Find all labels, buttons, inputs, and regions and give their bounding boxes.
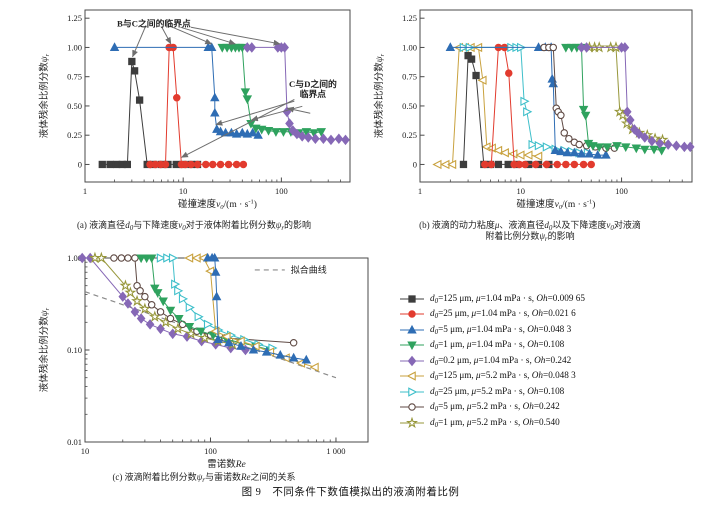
legend-entry-s4: d0=1 μm, μ=1.04 mPa · s, Oh=0.108 — [399, 338, 699, 354]
legend-marker-tri-left-icon — [400, 371, 424, 381]
chart-b-plot: 1 10 100 0 0.25 0.50 0.75 1.00 1.25 碰撞速度v0/(m · s… — [373, 9, 695, 211]
legend-entry-s9: d0=1 μm, μ=5.2 mPa · s, Oh=0.540 — [399, 415, 699, 431]
legend-entry-s2: d0=25 μm, μ=1.04 mPa · s, Oh=0.021 6 — [399, 307, 699, 323]
svg-text:0.75: 0.75 — [67, 72, 82, 82]
legend-entry-s5: d0=0.2 μm, μ=1.04 mPa · s, Oh=0.242 — [399, 353, 699, 369]
legend-entry-s8: d0=5 μm, μ=5.2 mPa · s, Oh=0.242 — [399, 400, 699, 416]
svg-text:0.01: 0.01 — [67, 437, 82, 447]
svg-text:1.25: 1.25 — [402, 13, 417, 23]
svg-text:1: 1 — [83, 186, 87, 196]
svg-text:0.25: 0.25 — [402, 130, 417, 140]
svg-text:100: 100 — [275, 186, 288, 196]
legend-label: d0=25 μm, μ=5.2 mPa · s, Oh=0.108 — [430, 385, 565, 398]
figure-caption: 图 9 不同条件下数值模拟出的液滴附着比例 — [241, 487, 460, 498]
svg-text:碰撞速度v0/(m · s-1): 碰撞速度v0/(m · s-1) — [517, 198, 596, 211]
svg-text:10: 10 — [517, 186, 526, 196]
svg-text:拟合曲线: 拟合曲线 — [291, 264, 327, 275]
legend-marker-tri-down-icon — [400, 341, 424, 351]
svg-text:0.50: 0.50 — [402, 101, 417, 111]
legend-marker-diamond-icon — [400, 355, 424, 367]
svg-text:0: 0 — [413, 159, 417, 169]
svg-text:液体残余比例分数ψr: 液体残余比例分数ψr — [38, 307, 51, 392]
legend-entry-s6: d0=125 μm, μ=5.2 mPa · s, Oh=0.048 3 — [399, 369, 699, 385]
legend-marker-tri-right-icon — [400, 387, 424, 397]
svg-text:C与D之间的临界点: C与D之间的临界点 — [289, 78, 337, 99]
svg-text:10: 10 — [81, 446, 90, 456]
svg-text:1.00: 1.00 — [67, 42, 82, 52]
svg-text:1 000: 1 000 — [326, 446, 345, 456]
chart-a-caption: (a) 液滴直径d0与下降速度v0对于液体附着比例分数ψr的影响 — [76, 220, 312, 232]
svg-text:液体残余比例分数ψr: 液体残余比例分数ψr — [38, 53, 51, 138]
legend-marker-circle-icon — [400, 403, 424, 412]
chart-b-caption-line2: 附着比例分数ψr的影响 — [485, 231, 575, 243]
svg-text:液体残余比例分数ψr: 液体残余比例分数ψr — [373, 53, 386, 138]
svg-text:10: 10 — [179, 186, 188, 196]
svg-text:B与C之间的临界点: B与C之间的临界点 — [117, 18, 191, 29]
legend-entry-s1: d0=125 μm, μ=1.04 mPa · s, Oh=0.009 65 — [399, 291, 699, 307]
legend-label: d0=5 μm, μ=1.04 mPa · s, Oh=0.048 3 — [430, 323, 572, 336]
svg-text:0.75: 0.75 — [402, 72, 417, 82]
legend-marker-tri-up-icon — [400, 324, 424, 334]
series-legend: d0=125 μm, μ=1.04 mPa · s, Oh=0.009 65 d0… — [399, 291, 699, 431]
legend-entry-s7: d0=25 μm, μ=5.2 mPa · s, Oh=0.108 — [399, 384, 699, 400]
svg-text:1.00: 1.00 — [67, 253, 82, 263]
legend-marker-star-icon — [400, 416, 424, 428]
legend-label: d0=1 μm, μ=1.04 mPa · s, Oh=0.108 — [430, 339, 565, 352]
svg-text:雷诺数Re: 雷诺数Re — [207, 458, 246, 470]
svg-text:0.25: 0.25 — [67, 130, 82, 140]
svg-text:100: 100 — [204, 446, 217, 456]
svg-text:0.10: 0.10 — [67, 345, 82, 355]
svg-text:1.25: 1.25 — [67, 13, 82, 23]
legend-label: d0=125 μm, μ=1.04 mPa · s, Oh=0.009 65 — [430, 292, 585, 305]
chart-c-plot: 10 100 1 000 0.01 0.10 1.00 雷诺数Re 液体残余比例分数ψr 拟合曲… — [38, 251, 369, 470]
legend-label: d0=5 μm, μ=5.2 mPa · s, Oh=0.242 — [430, 401, 560, 414]
legend-entry-s3: d0=5 μm, μ=1.04 mPa · s, Oh=0.048 3 — [399, 322, 699, 338]
legend-label: d0=125 μm, μ=5.2 mPa · s, Oh=0.048 3 — [430, 370, 576, 383]
chart-c-caption: (c) 液滴附着比例分数ψr与雷诺数Re之间的关系 — [112, 472, 296, 484]
legend-marker-square-icon — [400, 295, 424, 303]
svg-text:0.50: 0.50 — [67, 101, 82, 111]
svg-text:100: 100 — [615, 186, 628, 196]
legend-marker-circle-icon — [400, 310, 424, 319]
svg-text:碰撞速度v0/(m · s-1): 碰撞速度v0/(m · s-1) — [178, 198, 257, 211]
svg-text:1: 1 — [418, 186, 422, 196]
svg-text:1.00: 1.00 — [402, 42, 417, 52]
legend-label: d0=0.2 μm, μ=1.04 mPa · s, Oh=0.242 — [430, 354, 572, 367]
chart-b-caption-line1: (b) 液滴的动力粘度μ、液滴直径d0以及下降速度v0对液滴 — [419, 220, 641, 232]
svg-text:0: 0 — [78, 159, 82, 169]
legend-label: d0=1 μm, μ=5.2 mPa · s, Oh=0.540 — [430, 416, 560, 429]
legend-label: d0=25 μm, μ=1.04 mPa · s, Oh=0.021 6 — [430, 308, 576, 321]
chart-a-plot: 1 10 100 0 0.25 0.50 0.75 1.00 1.25 碰撞速度v0/(m · s… — [38, 9, 351, 211]
